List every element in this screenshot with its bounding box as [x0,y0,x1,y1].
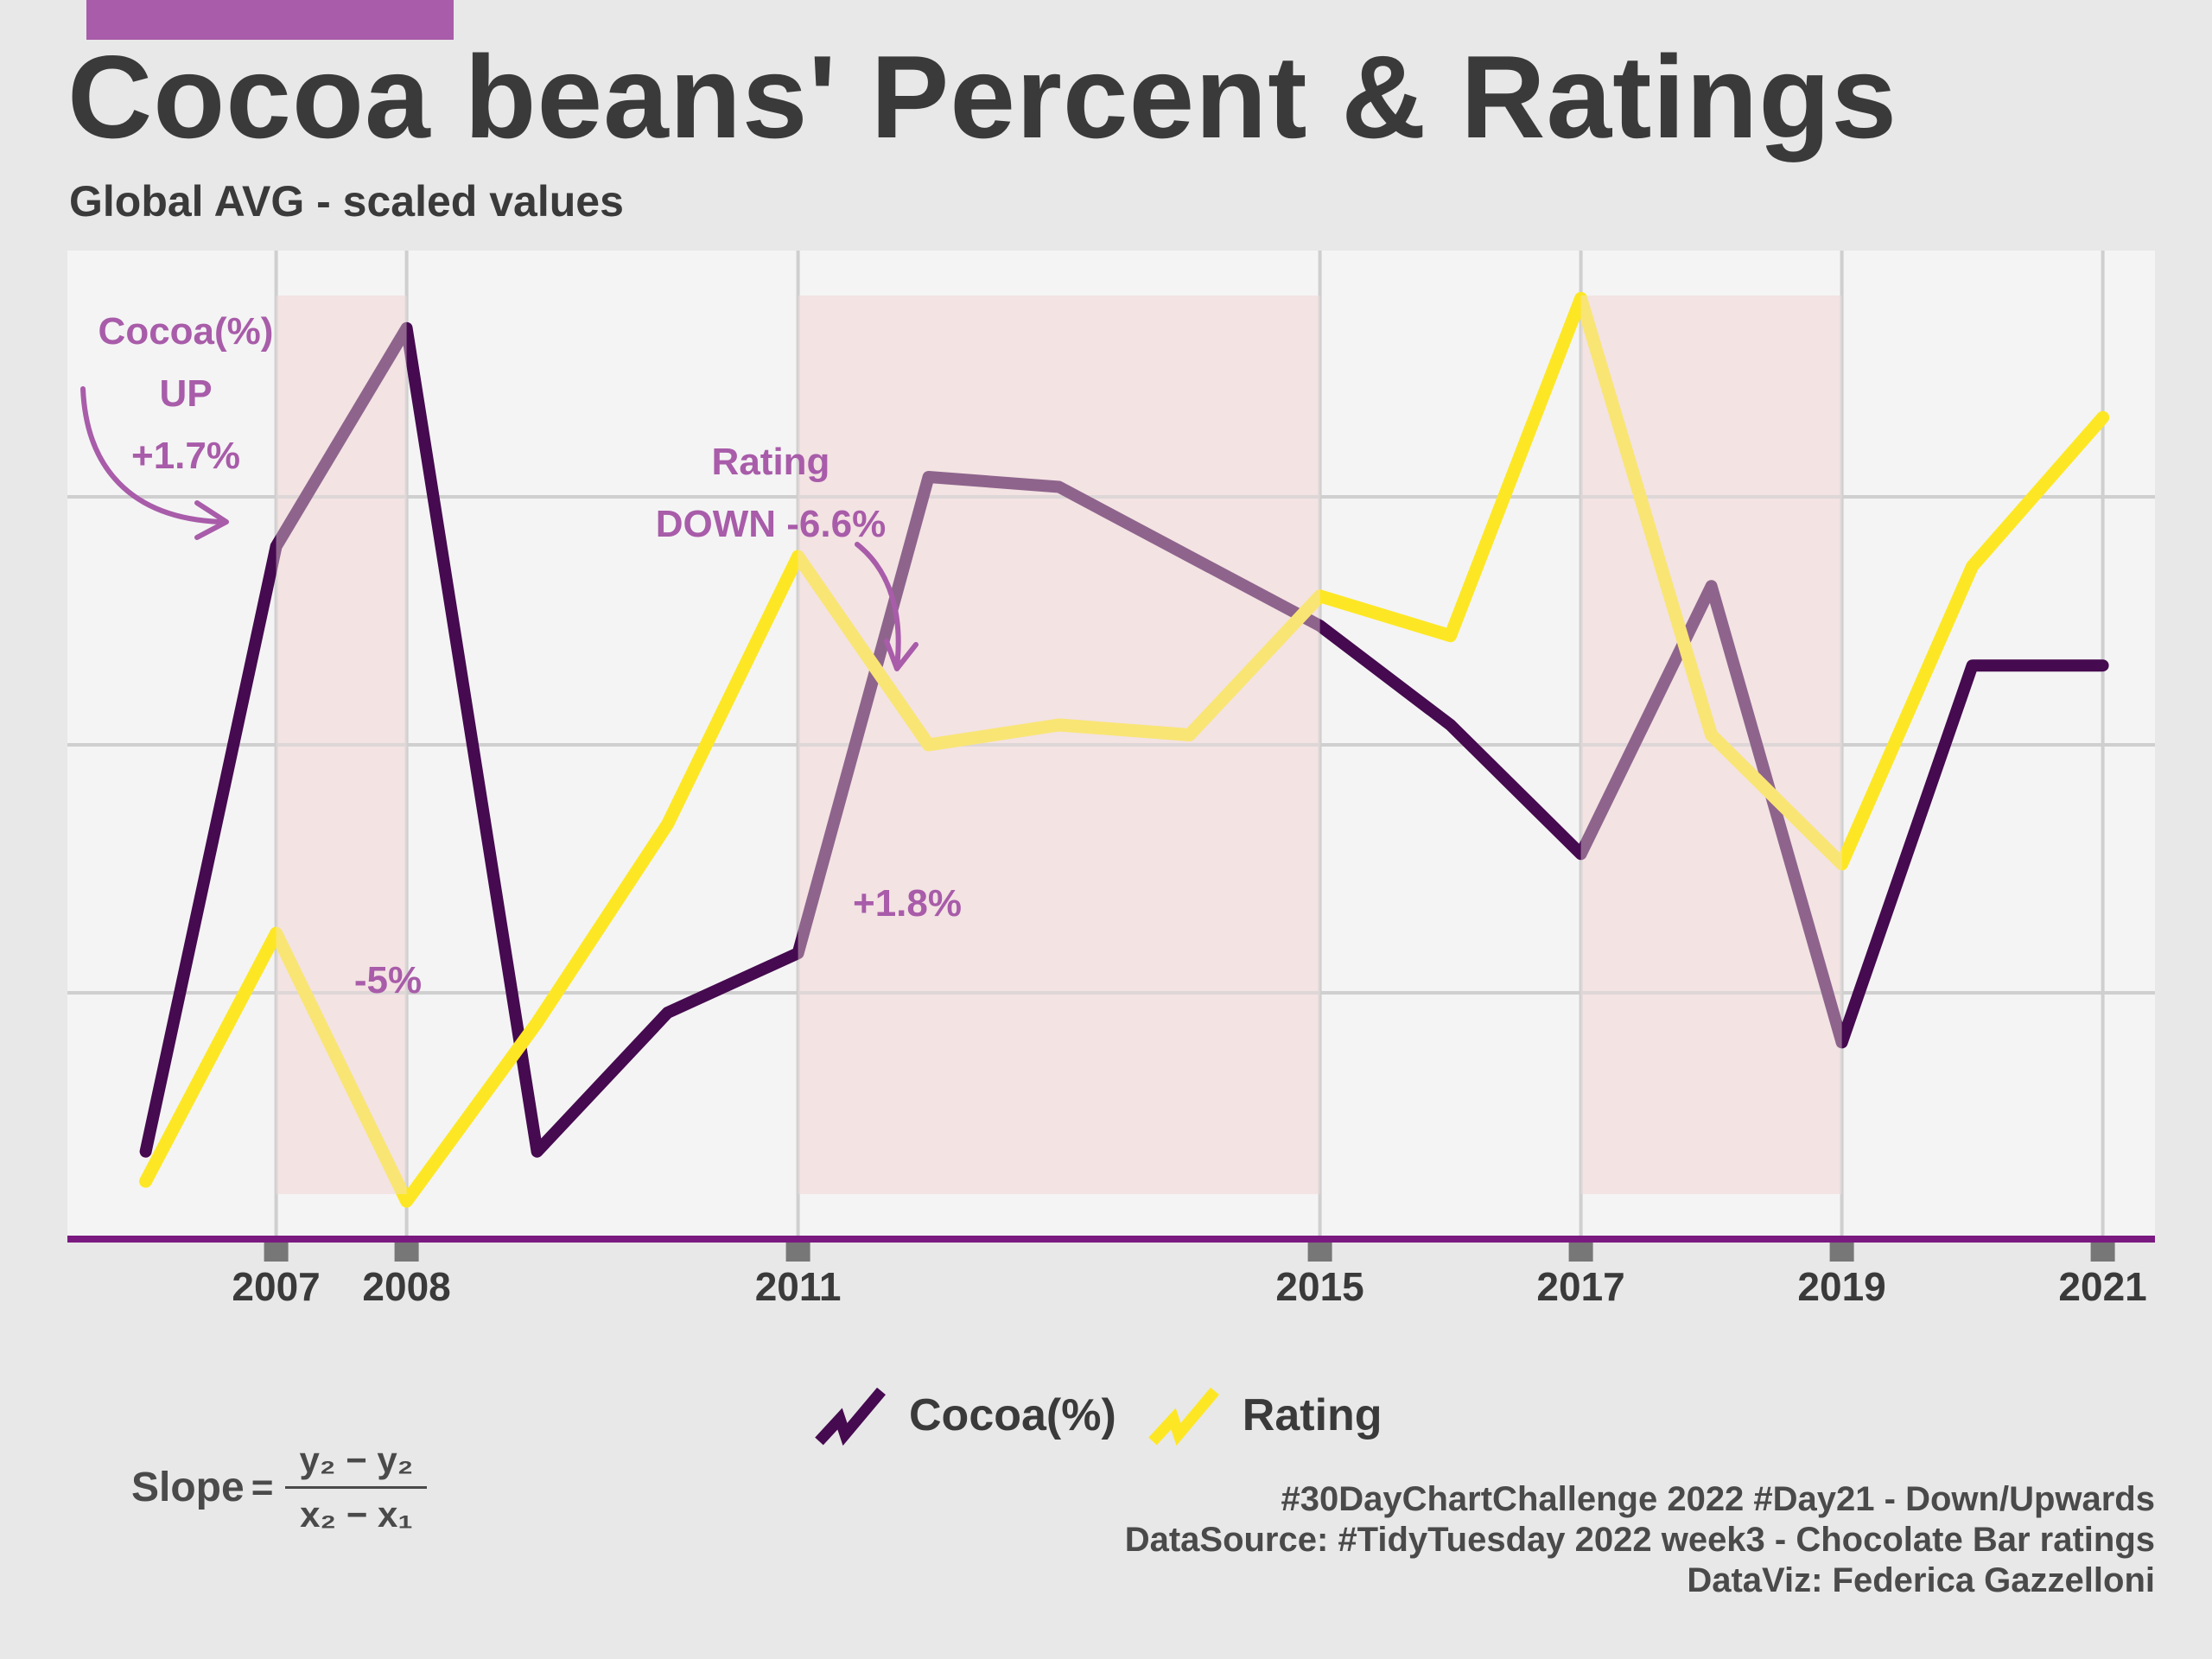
x-tick-6 [2090,1239,2115,1262]
slope-formula: Slope = y₂ − y₂ x₂ − x₁ [131,1440,428,1535]
annotation-0-line-2: +1.7% [131,435,240,477]
annotation-arrowhead-0 [194,500,229,540]
legend: Cocoa(%) Rating [812,1381,1391,1450]
annotation-0: Cocoa(%) UP +1.7% [99,310,274,477]
x-tick-label-6: 2021 [2058,1264,2146,1309]
accent-bar [86,0,454,40]
x-tick-5 [1829,1239,1854,1262]
slope-denominator: x₂ − x₁ [300,1494,413,1535]
legend-item-cocoa: Cocoa(%) [812,1381,1116,1450]
annotation-arrow-0 [80,386,224,524]
annotation-0-line-1: UP [159,372,212,415]
legend-swatch-rating [1148,1387,1219,1446]
legend-item-rating: Rating [1146,1381,1382,1450]
line-chart: 2007 2008 2011 2015 2017 2019 2021 Cocoa(%) UP +1… [67,251,2155,1309]
caption-line-2: DataSource: #TidyTuesday 2022 week3 - Ch… [1124,1521,2155,1559]
highlight-overlay-1 [798,296,1320,1194]
slope-equals: = [251,1465,274,1509]
legend-swatch-cocoa [815,1387,886,1446]
annotation-2: +1.8% [853,882,962,925]
x-tick-3 [1307,1239,1332,1262]
x-tick-label-5: 2019 [1797,1264,1885,1309]
annotation-arrow-1 [855,542,901,670]
slope-label: Slope [131,1465,245,1510]
x-tick-label-3: 2015 [1275,1264,1363,1309]
x-tick-0 [264,1239,289,1262]
series-line-rating [139,291,2110,1208]
annotation-1-line-1: DOWN -6.6% [656,503,886,545]
caption-line-3: DataViz: Federica Gazzelloni [1687,1561,2155,1599]
fraction-bar [285,1486,428,1489]
slope-fraction: y₂ − y₂ x₂ − x₁ [285,1440,428,1535]
caption: #30DayChartChallenge 2022 #Day21 - Down/… [1125,1479,2155,1601]
annotation-2-line-0: +1.8% [853,882,962,925]
x-tick-label-2: 2011 [755,1264,842,1309]
legend-label-cocoa: Cocoa(%) [909,1390,1116,1440]
annotation-3: -5% [354,959,422,1001]
annotation-1-line-0: Rating [712,441,830,483]
x-tick-label-4: 2017 [1536,1264,1624,1309]
x-tick-label-0: 2007 [232,1264,320,1309]
annotation-0-line-0: Cocoa(%) [99,310,274,353]
chart-title: Cocoa beans' Percent & Ratings [67,31,1898,162]
x-tick-4 [1568,1239,1593,1262]
legend-label-rating: Rating [1242,1390,1382,1440]
annotation-1: Rating DOWN -6.6% [656,441,886,545]
annotation-3-line-0: -5% [354,959,422,1001]
annotation-arrowhead-1 [884,639,918,671]
x-tick-label-1: 2008 [362,1264,450,1309]
highlight-overlay-2 [1580,296,1842,1194]
slope-numerator: y₂ − y₂ [299,1440,414,1480]
series-line-cocoa [139,321,2109,1158]
x-tick-1 [394,1239,419,1262]
highlight-overlay-0 [276,296,407,1194]
x-tick-2 [785,1239,810,1262]
chart-subtitle: Global AVG - scaled values [69,177,624,226]
caption-line-1: #30DayChartChallenge 2022 #Day21 - Down/… [1281,1480,2155,1518]
